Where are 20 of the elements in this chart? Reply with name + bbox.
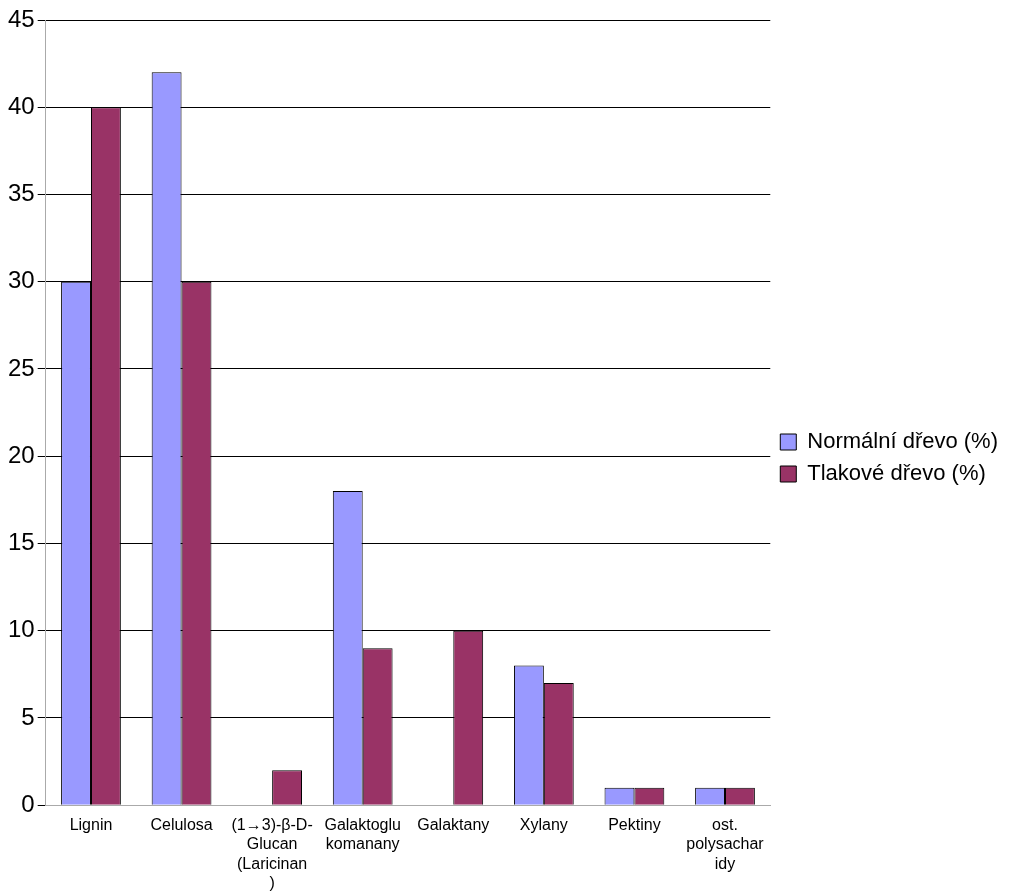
x-tick-label: Galaktoglukomanany (324, 816, 401, 853)
x-tick-label: Pektiny (608, 816, 661, 834)
y-tick-label: 20 (7, 440, 35, 468)
y-tick-label: 30 (7, 266, 35, 294)
y-tick-label: 15 (7, 528, 35, 556)
x-tick-label: Xylany (519, 816, 568, 834)
x-tick-label: Galaktany (417, 816, 490, 834)
y-tick-label: 25 (7, 353, 35, 381)
x-tick-label: Celulosa (150, 816, 213, 834)
legend-label: Tlakové dřevo (%) (807, 460, 986, 486)
y-tick-label: 40 (7, 91, 35, 119)
x-tick-label: ost. polysacharidy (686, 816, 765, 872)
x-tick-label: (1→3)-β-D-Glucan (Laricinan) (231, 816, 313, 891)
y-tick-label: 10 (7, 615, 35, 643)
y-tick-label: 5 (21, 702, 35, 730)
x-tick-label: Lignin (69, 816, 113, 834)
y-tick-label: 35 (7, 179, 35, 207)
y-tick-label: 45 (7, 4, 35, 32)
y-tick-label: 0 (21, 789, 35, 817)
legend-label: Normální dřevo (%) (807, 428, 998, 454)
